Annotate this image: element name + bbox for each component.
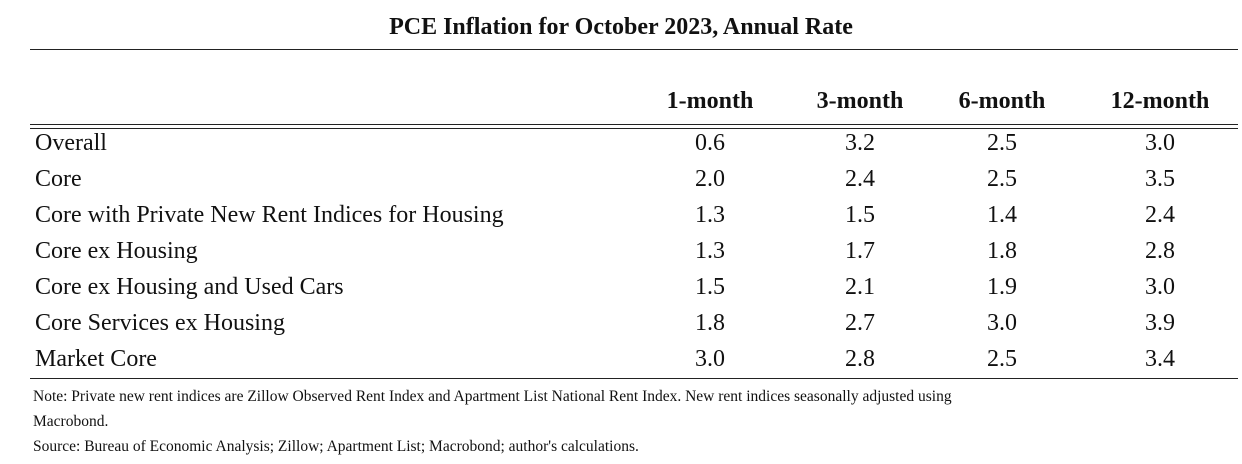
cell-12-month: 2.4 — [1145, 202, 1175, 228]
table-row: Core ex Housing and Used Cars 1.5 2.1 1.… — [0, 274, 1242, 310]
cell-1-month: 2.0 — [695, 166, 725, 192]
row-label: Core Services ex Housing — [35, 310, 285, 336]
cell-12-month: 2.8 — [1145, 238, 1175, 264]
cell-3-month: 2.8 — [845, 346, 875, 372]
table-title: PCE Inflation for October 2023, Annual R… — [389, 14, 853, 40]
row-label: Overall — [35, 130, 107, 156]
row-label: Core with Private New Rent Indices for H… — [35, 202, 504, 228]
col-header-12-month: 12-month — [1110, 88, 1210, 114]
header-rule-top — [30, 124, 1238, 125]
cell-3-month: 2.1 — [845, 274, 875, 300]
table-notes: Note: Private new rent indices are Zillo… — [33, 384, 1233, 459]
cell-1-month: 1.3 — [695, 202, 725, 228]
table-row: Core Services ex Housing 1.8 2.7 3.0 3.9 — [0, 310, 1242, 346]
cell-12-month: 3.5 — [1145, 166, 1175, 192]
cell-12-month: 3.9 — [1145, 310, 1175, 336]
cell-1-month: 3.0 — [695, 346, 725, 372]
cell-6-month: 1.9 — [987, 274, 1017, 300]
table-row: Core with Private New Rent Indices for H… — [0, 202, 1242, 238]
table-bottom-rule — [30, 378, 1238, 379]
cell-1-month: 1.3 — [695, 238, 725, 264]
title-rule — [30, 49, 1238, 50]
cell-6-month: 2.5 — [987, 166, 1017, 192]
cell-12-month: 3.0 — [1145, 130, 1175, 156]
cell-1-month: 0.6 — [695, 130, 725, 156]
cell-6-month: 1.4 — [987, 202, 1017, 228]
cell-3-month: 2.4 — [845, 166, 875, 192]
cell-1-month: 1.8 — [695, 310, 725, 336]
cell-6-month: 2.5 — [987, 130, 1017, 156]
table-row: Market Core 3.0 2.8 2.5 3.4 — [0, 346, 1242, 382]
cell-3-month: 1.5 — [845, 202, 875, 228]
col-header-1-month: 1-month — [666, 88, 754, 114]
col-header-3-month: 3-month — [816, 88, 904, 114]
row-label: Core ex Housing and Used Cars — [35, 274, 344, 300]
cell-6-month: 1.8 — [987, 238, 1017, 264]
cell-6-month: 2.5 — [987, 346, 1017, 372]
note-line-continued: Macrobond. — [33, 413, 109, 430]
table-row: Overall 0.6 3.2 2.5 3.0 — [0, 130, 1242, 166]
row-label: Core ex Housing — [35, 238, 198, 264]
cell-12-month: 3.0 — [1145, 274, 1175, 300]
source-line: Source: Bureau of Economic Analysis; Zil… — [33, 438, 639, 455]
cell-3-month: 3.2 — [845, 130, 875, 156]
table-row: Core 2.0 2.4 2.5 3.5 — [0, 166, 1242, 202]
row-label: Core — [35, 166, 82, 192]
cell-1-month: 1.5 — [695, 274, 725, 300]
note-line: Note: Private new rent indices are Zillo… — [33, 388, 952, 405]
row-label: Market Core — [35, 346, 157, 372]
table-row: Core ex Housing 1.3 1.7 1.8 2.8 — [0, 238, 1242, 274]
cell-3-month: 2.7 — [845, 310, 875, 336]
cell-3-month: 1.7 — [845, 238, 875, 264]
cell-6-month: 3.0 — [987, 310, 1017, 336]
cell-12-month: 3.4 — [1145, 346, 1175, 372]
header-rule-bottom — [30, 128, 1238, 129]
col-header-6-month: 6-month — [958, 88, 1046, 114]
